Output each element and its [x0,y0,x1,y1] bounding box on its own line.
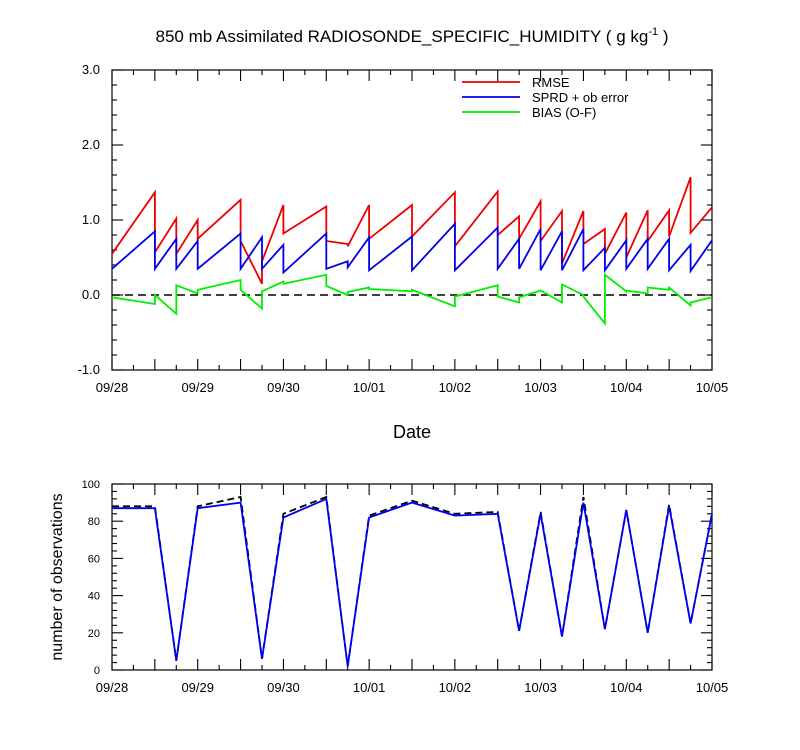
top-ticks [111,69,713,371]
possible-observations-line [112,495,713,667]
x-tick-label: 09/30 [267,680,300,695]
top-y-tick-labels: -1.0 0.0 1.0 2.0 3.0 [78,62,100,377]
bottom-series [112,495,713,667]
sprd-series-line [111,221,713,275]
x-tick-label: 10/04 [610,380,643,395]
x-tick-label: 10/05 [696,380,729,395]
top-panel: -1.0 0.0 1.0 2.0 3.0 09/28 09/29 09/30 10/01 10/… [78,62,729,442]
x-tick-label: 09/29 [181,380,214,395]
y-tick-label: 20 [88,628,100,640]
x-tick-label: 09/29 [181,680,214,695]
top-series [111,176,713,327]
legend-label-sprd: SPRD + ob error [532,90,629,105]
y-tick-label: 0 [94,665,100,677]
y-tick-label: 0.0 [82,287,100,302]
x-tick-label: 09/28 [96,680,129,695]
x-tick-label: 10/01 [353,380,386,395]
bottom-y-tick-labels: 0 20 40 60 80 100 [82,479,100,677]
bottom-x-tick-labels: 09/28 09/29 09/30 10/01 10/02 10/03 10/04 10/05 [96,680,729,695]
top-x-tick-labels: 09/28 09/29 09/30 10/01 10/02 10/03 10/04 10/05 [96,380,729,395]
bias-series-line [111,272,713,327]
bottom-panel: 0 20 40 60 80 100 09/28 09/29 09/30 10/01 10/02 10… [49,479,728,695]
y-tick-label: 100 [82,479,100,491]
x-tick-label: 10/04 [610,680,643,695]
y-tick-label: -1.0 [78,362,100,377]
x-tick-label: 10/02 [439,680,472,695]
x-tick-label: 10/01 [353,680,386,695]
y-tick-label: 2.0 [82,137,100,152]
x-tick-label: 10/02 [439,380,472,395]
y-tick-label: 40 [88,591,100,603]
y-tick-label: 60 [88,553,100,565]
used-observations-line [112,497,713,667]
x-tick-label: 10/03 [524,680,557,695]
x-tick-label: 09/28 [96,380,129,395]
x-tick-label: 10/05 [696,680,729,695]
chart-title: 850 mb Assimilated RADIOSONDE_SPECIFIC_H… [156,26,669,46]
y-axis-label: number of observations [49,493,66,660]
x-axis-label: Date [393,422,431,442]
y-tick-label: 80 [88,516,100,528]
y-tick-label: 1.0 [82,212,100,227]
bottom-plot-frame [111,483,713,671]
legend-label-rmse: RMSE [532,75,570,90]
bottom-ticks [111,483,713,671]
legend-label-bias: BIAS (O-F) [532,105,596,120]
y-tick-label: 3.0 [82,62,100,77]
x-tick-label: 10/03 [524,380,557,395]
x-tick-label: 09/30 [267,380,300,395]
